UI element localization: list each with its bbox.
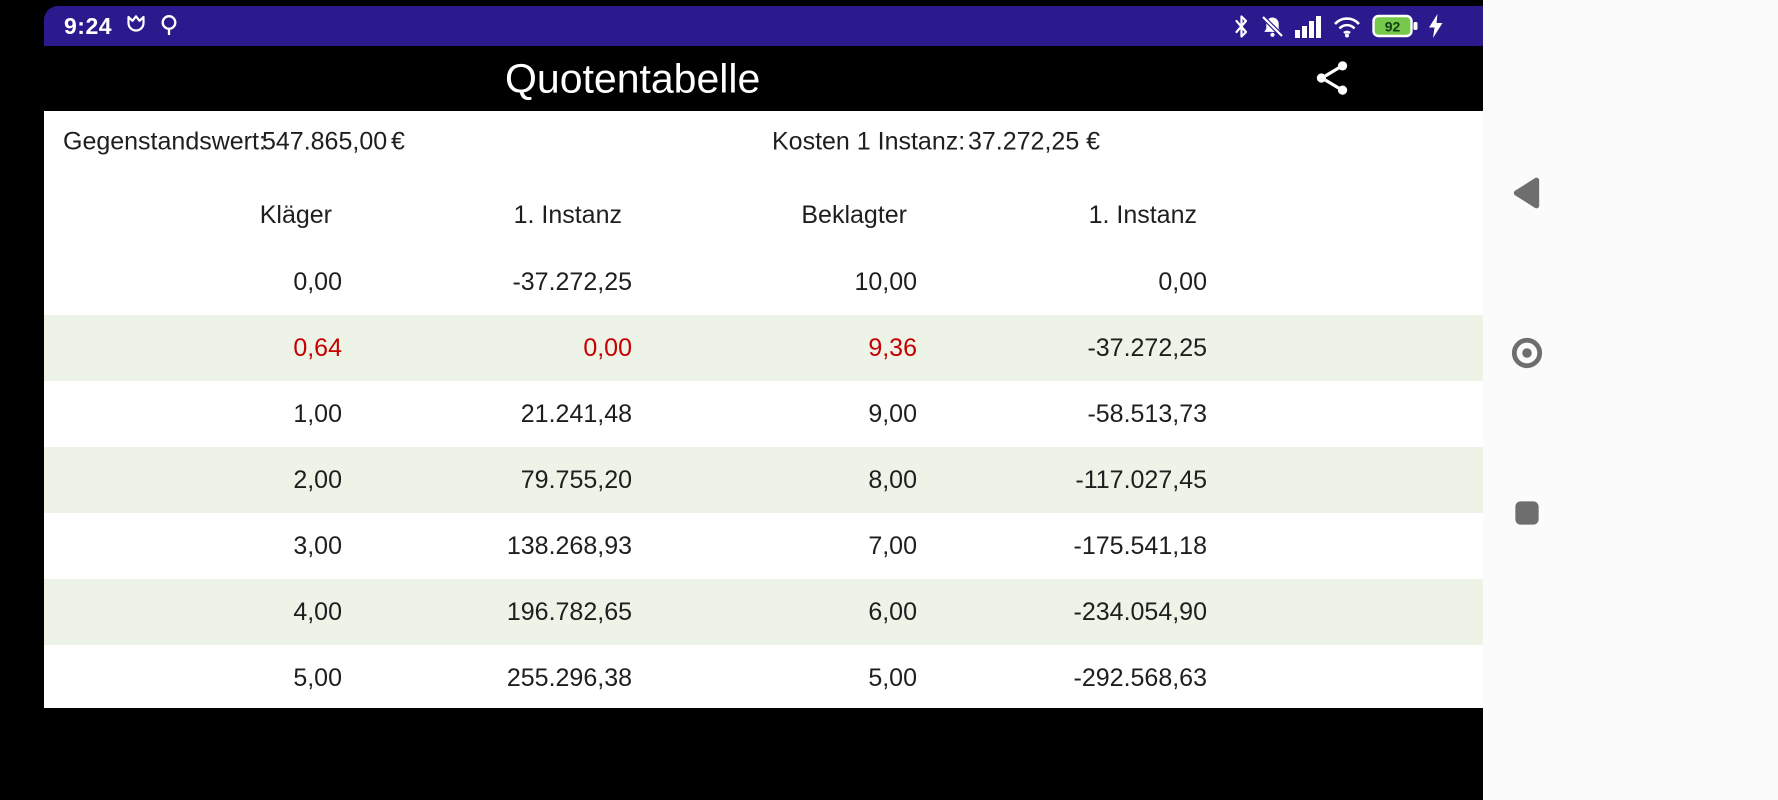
home-icon [1511, 337, 1543, 369]
table-cell: 5,00 [293, 664, 342, 692]
tulip-icon [125, 14, 147, 38]
column-header-instanz-1: 1. Instanz [513, 201, 622, 229]
charging-bolt-icon [1429, 14, 1443, 38]
wifi-icon [1332, 15, 1362, 38]
table-cell: 1,00 [293, 400, 342, 428]
battery-icon: 92 [1372, 13, 1419, 39]
page-title: Quotentabelle [505, 55, 761, 101]
table-cell: 6,00 [868, 598, 917, 626]
gegenstandswert-value: 547.865,00 [262, 127, 388, 156]
gegenstandswert-label: Gegenstandswert: [63, 127, 266, 156]
back-icon [1513, 177, 1540, 209]
table-cell: 21.241,48 [520, 400, 632, 428]
table-cell: 138.268,93 [506, 532, 632, 560]
table-header-row: Kläger 1. Instanz Beklagter 1. Instanz [44, 191, 1483, 239]
column-header-beklagter: Beklagter [801, 201, 907, 229]
summary-row: Gegenstandswert: 547.865,00 € Kosten 1 I… [44, 119, 1483, 165]
table-row[interactable]: 1,00 21.241,48 9,00 -58.513,73 [44, 381, 1483, 447]
table-cell: -292.568,63 [1073, 664, 1207, 692]
app-bar: Quotentabelle [44, 46, 1483, 111]
table-cell: -234.054,90 [1073, 598, 1207, 626]
table-cell: -58.513,73 [1087, 400, 1207, 428]
signal-strength-icon [1295, 15, 1322, 38]
table-cell: 8,00 [868, 466, 917, 494]
table-row[interactable]: 5,00 255.296,38 5,00 -292.568,63 [44, 645, 1483, 708]
status-bar: 9:24 [44, 6, 1483, 46]
column-header-instanz-2: 1. Instanz [1088, 201, 1197, 229]
table-cell: 9,36 [868, 334, 917, 362]
table-cell: 255.296,38 [506, 664, 632, 692]
column-header-klaeger: Kläger [259, 201, 332, 229]
table-cell: -117.027,45 [1075, 466, 1207, 494]
share-button[interactable] [1313, 59, 1351, 97]
table-cell: 3,00 [293, 532, 342, 560]
navigation-bar [1483, 0, 1778, 800]
table-cell: 0,64 [293, 334, 342, 362]
table-cell: 7,00 [868, 532, 917, 560]
table-cell: 10,00 [854, 268, 917, 296]
home-button[interactable] [1509, 335, 1545, 371]
table-cell: 0,00 [293, 268, 342, 296]
share-icon [1316, 61, 1348, 95]
gegenstandswert-currency: € [391, 127, 405, 156]
kosten-value: 37.272,25 € [968, 127, 1101, 156]
status-bar-right: 92 [1233, 13, 1443, 39]
notifications-muted-icon [1260, 14, 1285, 39]
table-cell: -37.272,25 [512, 268, 632, 296]
table-cell: 4,00 [293, 598, 342, 626]
table-cell: 2,00 [293, 466, 342, 494]
table-cell: 9,00 [868, 400, 917, 428]
recents-button[interactable] [1509, 495, 1545, 531]
table-cell: 196.782,65 [506, 598, 632, 626]
clock: 9:24 [64, 12, 113, 39]
table-row[interactable]: 2,00 79.755,20 8,00 -117.027,45 [44, 447, 1483, 513]
table-row[interactable]: 4,00 196.782,65 6,00 -234.054,90 [44, 579, 1483, 645]
table-cell: -175.541,18 [1073, 532, 1207, 560]
table-row[interactable]: 0,00 -37.272,25 10,00 0,00 [44, 249, 1483, 315]
table-row[interactable]: 3,00 138.268,93 7,00 -175.541,18 [44, 513, 1483, 579]
table-cell: 0,00 [583, 334, 632, 362]
battery-percentage: 92 [1385, 19, 1401, 35]
table-cell: -37.272,25 [1087, 334, 1207, 362]
status-bar-left: 9:24 [64, 13, 178, 40]
quota-table-panel: Gegenstandswert: 547.865,00 € Kosten 1 I… [44, 111, 1483, 708]
back-button[interactable] [1509, 175, 1545, 211]
table-cell: 5,00 [868, 664, 917, 692]
table-body: 0,00 -37.272,25 10,00 0,00 0,64 0,00 9,36 -37.2… [44, 249, 1483, 708]
table-row[interactable]: 0,64 0,00 9,36 -37.272,25 [44, 315, 1483, 381]
table-cell: 79.755,20 [520, 466, 632, 494]
bluetooth-icon [1233, 14, 1250, 39]
table-cell: 0,00 [1158, 268, 1207, 296]
circle-tail-icon [160, 14, 178, 38]
kosten-label: Kosten 1 Instanz: [772, 127, 966, 156]
recents-icon [1515, 501, 1539, 525]
